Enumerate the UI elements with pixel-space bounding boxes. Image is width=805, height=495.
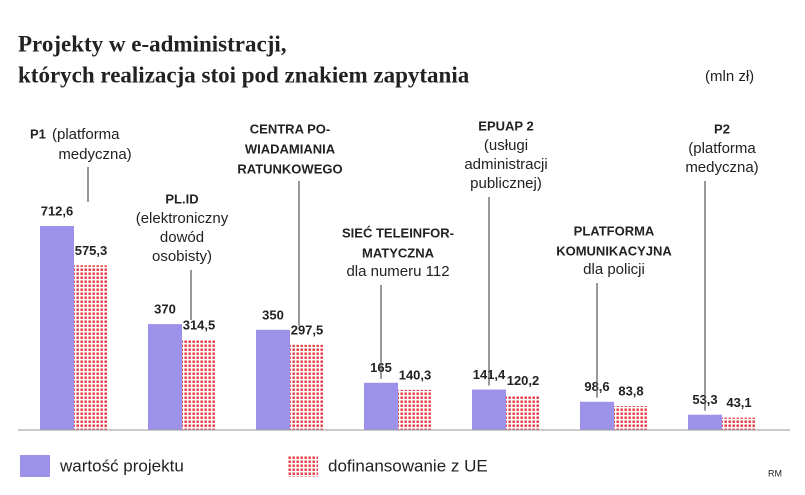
bar	[688, 414, 722, 430]
unit: (mln zł)	[705, 68, 754, 85]
value-label: 712,6	[41, 203, 74, 218]
category-label: EPUAP 2	[478, 118, 533, 133]
category-label: SIEĆ TELEINFOR-	[342, 225, 454, 240]
value-label: 140,3	[399, 367, 432, 382]
category-note: osobisty)	[152, 248, 212, 265]
category-label: WIADAMIANIA	[245, 141, 336, 156]
legend-swatch	[20, 455, 50, 477]
bar	[148, 324, 182, 430]
bar	[290, 344, 324, 430]
category-label: PL.ID	[165, 191, 198, 206]
bar	[398, 389, 432, 430]
category-label: MATYCZNA	[362, 245, 435, 260]
bar	[364, 382, 398, 430]
category-note: (platforma	[688, 140, 756, 157]
value-label: 575,3	[75, 243, 108, 258]
bar	[580, 401, 614, 430]
category-note: publicznej)	[470, 175, 542, 192]
category-note: dla numeru 112	[346, 263, 449, 280]
value-label: 314,5	[183, 317, 216, 332]
category-note: administracji	[464, 156, 547, 173]
bar	[722, 417, 756, 430]
category-note: dowód	[160, 229, 204, 246]
category-note: medyczna)	[685, 159, 758, 176]
legend-label: wartość projektu	[59, 456, 184, 475]
value-label: 350	[262, 307, 284, 322]
value-label: 370	[154, 302, 176, 317]
category-label: P2	[714, 121, 730, 136]
chart-title: Projekty w e-administracji,	[18, 31, 287, 56]
value-label: 120,2	[507, 373, 540, 388]
credit: RM	[768, 468, 782, 478]
bar	[74, 265, 108, 430]
category-label: RATUNKOWEGO	[237, 161, 342, 176]
value-label: 43,1	[726, 395, 751, 410]
category-note: (platforma	[52, 126, 120, 143]
bar	[182, 339, 216, 430]
category-label: PLATFORMA	[574, 223, 655, 238]
value-label: 297,5	[291, 322, 324, 337]
bar	[256, 329, 290, 430]
category-label: KOMUNIKACYJNA	[556, 243, 672, 258]
bar	[40, 226, 74, 430]
category-note: (elektroniczny	[136, 210, 229, 227]
category-note: (usługi	[484, 137, 528, 154]
category-label: CENTRA PO-	[250, 121, 330, 136]
bar	[472, 389, 506, 430]
category-note: dla policji	[583, 261, 645, 278]
legend-swatch	[288, 455, 318, 477]
value-label: 83,8	[618, 383, 643, 398]
legend-label: dofinansowanie z UE	[328, 456, 488, 475]
category-note: medyczna)	[58, 146, 131, 163]
bar	[506, 395, 540, 430]
category-label: P1	[30, 126, 46, 141]
chart-title: których realizacja stoi pod znakiem zapy…	[18, 62, 470, 87]
bar	[614, 406, 648, 430]
